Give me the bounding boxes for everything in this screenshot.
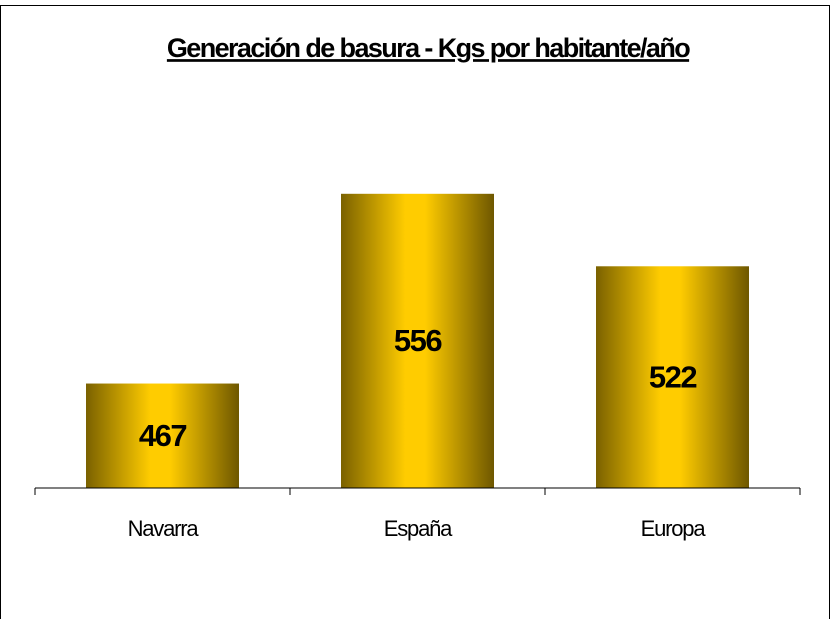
bar [596,266,749,488]
x-tick-label: España [384,516,453,541]
x-tick-label: Navarra [128,516,200,541]
value-label: 556 [394,323,442,358]
value-label: 522 [649,359,696,394]
x-tick-label: Europa [641,516,707,541]
bar [86,383,239,488]
frame [0,5,830,619]
bar [341,193,494,489]
value-label: 467 [139,418,186,453]
chart-title: Generación de basura - Kgs por habitante… [167,33,690,63]
